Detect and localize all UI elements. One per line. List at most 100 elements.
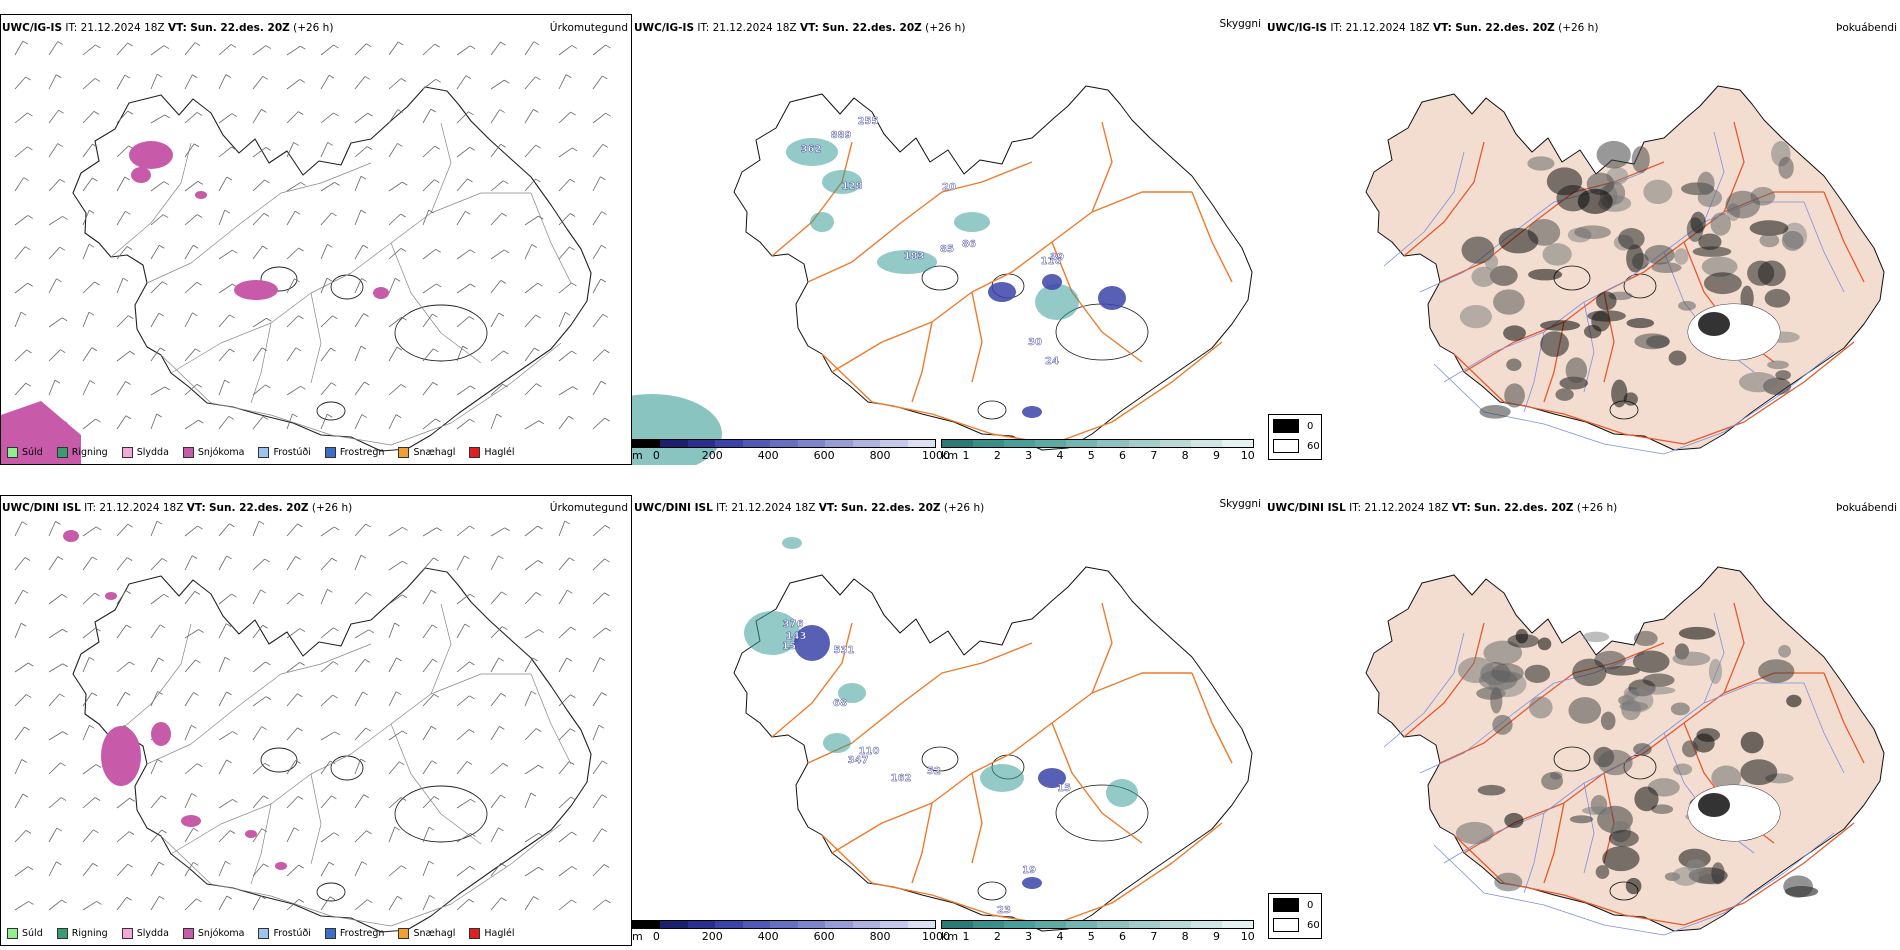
- wind-barb: [490, 41, 501, 56]
- wind-barb: [150, 861, 160, 877]
- wind-barb-feather: [469, 695, 475, 700]
- wind-barb-feather: [265, 45, 272, 49]
- type-label-fog-bottom: Þokuábendi: [1836, 502, 1897, 514]
- wind-barb-feather: [265, 147, 272, 151]
- wind-barb: [252, 179, 265, 192]
- cloudbase-value-label: 376: [783, 619, 804, 630]
- low-visibility-area: [822, 170, 862, 194]
- wind-barb-feather: [261, 109, 267, 113]
- wind-barb: [320, 347, 331, 362]
- wind-barb-feather: [92, 143, 98, 148]
- wind-barb: [286, 796, 299, 809]
- wind-barb-feather: [89, 656, 95, 661]
- wind-barb: [82, 380, 91, 396]
- wind-barb: [286, 45, 301, 56]
- wind-barb-feather: [57, 143, 63, 147]
- cloud-panel-top: 255 889 362 128 20 86 183 85 110 39 30 24 m 0 200 400 6…: [632, 14, 1264, 465]
- fog-indicator-patch: [1622, 688, 1654, 713]
- cloudbase-value-label: 362: [801, 144, 822, 155]
- fog-indicator-patch: [1634, 333, 1670, 350]
- road-line: [971, 291, 983, 383]
- wind-barb-feather: [394, 277, 401, 282]
- fog-indicator-patch: [1778, 645, 1791, 658]
- wind-barb: [48, 278, 57, 294]
- legend-label: Snjókoma: [197, 447, 245, 458]
- colorbar-unit: m: [632, 449, 643, 462]
- wind-barb-feather: [94, 78, 101, 82]
- fog-indicator-patch: [1775, 370, 1791, 381]
- wind-barb: [592, 44, 606, 56]
- wind-barb-feather: [126, 557, 133, 561]
- cloudbase-value-label: 85: [940, 244, 954, 255]
- river-line: [1383, 151, 1465, 267]
- wind-barb-feather: [435, 283, 442, 288]
- wind-barb: [422, 283, 437, 294]
- wind-barb-feather: [262, 245, 268, 250]
- cloudbase-value-label: 20: [942, 182, 956, 193]
- legend-swatch: [469, 447, 481, 458]
- wind-barb-feather: [364, 381, 370, 386]
- wind-barb: [116, 246, 128, 260]
- wind-barb-feather: [569, 557, 575, 562]
- wind-barb: [524, 144, 536, 158]
- wind-barb: [252, 521, 260, 537]
- river-line: [1583, 301, 1595, 393]
- fog-indicator-patch: [1711, 862, 1725, 885]
- wind-barb-feather: [396, 346, 403, 351]
- colorbar-tick-label: 6: [1119, 930, 1127, 943]
- wind-barb: [388, 896, 398, 911]
- low-cloudbase-area: [1042, 274, 1062, 290]
- wind-barb: [48, 797, 62, 809]
- wind-barb-feather: [469, 249, 476, 254]
- fog-indicator-patch: [1632, 650, 1670, 673]
- wind-barb: [524, 728, 537, 741]
- wind-barb-feather: [535, 144, 541, 149]
- wind-barb-feather: [193, 861, 199, 866]
- terrain-contour-line: [530, 192, 572, 284]
- wind-barb-feather: [56, 278, 62, 283]
- wind-barb: [354, 727, 366, 741]
- glacier-outline-vatnajokull: [394, 304, 488, 362]
- wind-barb: [150, 829, 162, 843]
- wind-barb-feather: [604, 525, 611, 529]
- cloud-panel-bottom: 376 143 15 531 68 110 347 162 52 15 19 23 m 0 200 400 6…: [632, 495, 1264, 946]
- glacier-outline-langjokull: [921, 746, 959, 772]
- road-line: [911, 321, 933, 403]
- colorbar-tick-label: 8: [1181, 449, 1189, 462]
- wind-barb-feather: [125, 381, 131, 385]
- wind-barb: [388, 316, 402, 328]
- fog-indicator-patch: [1597, 749, 1633, 776]
- title-cloud-top: UWC/IG-IS IT: 21.12.2024 18Z VT: Sun. 22…: [634, 22, 966, 34]
- wind-barb: [320, 212, 332, 226]
- fog-indicator-patch: [1633, 743, 1652, 756]
- cloudbase-value-label: 889: [831, 130, 852, 141]
- legend-label: Rigning: [71, 447, 108, 458]
- wind-barb-feather: [600, 278, 606, 283]
- wind-barb-feather: [297, 727, 303, 732]
- wind-barb-feather: [62, 628, 68, 633]
- wind-barb-feather: [164, 114, 170, 119]
- wind-barb: [14, 112, 28, 124]
- wind-barb: [388, 761, 400, 775]
- wind-barb: [48, 143, 59, 158]
- wind-barb: [116, 897, 127, 911]
- wind-barb: [286, 385, 301, 396]
- colorbar-tick-label: 8: [1181, 930, 1189, 943]
- road-line: [771, 141, 853, 257]
- fog-indicator-patch: [1581, 806, 1615, 815]
- wind-barb: [150, 114, 165, 124]
- wind-barb-feather: [605, 627, 611, 632]
- wind-barb-feather: [400, 213, 406, 218]
- glacier-outline-myrdalsjokull: [977, 400, 1007, 420]
- wind-barb: [558, 111, 571, 124]
- colorbar-tick-label: 1: [962, 449, 970, 462]
- wind-barb-feather: [299, 628, 306, 632]
- wind-barb-feather: [464, 555, 470, 560]
- glacier-outline-myrdalsjokull: [977, 881, 1007, 901]
- wind-barb: [14, 557, 26, 571]
- wind-barb: [354, 112, 368, 124]
- wind-barb-feather: [22, 793, 29, 798]
- snowfall-area: [129, 141, 173, 169]
- wind-barb: [116, 211, 126, 226]
- wind-barb-feather: [401, 594, 408, 599]
